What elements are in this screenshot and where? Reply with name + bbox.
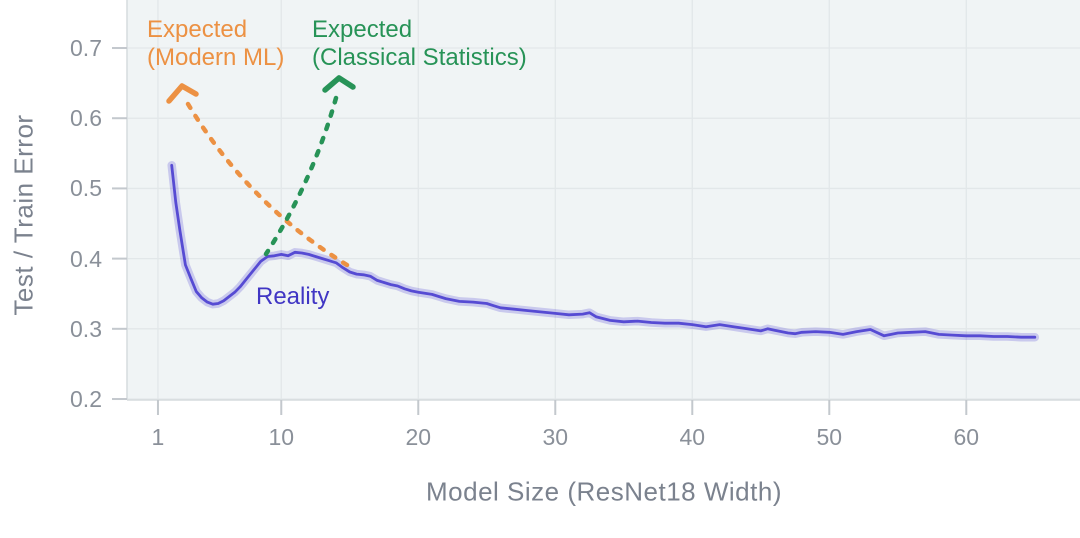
- x-tick-label: 40: [679, 424, 706, 450]
- y-tick-label: 0.5: [70, 175, 102, 202]
- y-tick-label: 0.2: [70, 386, 102, 413]
- y-tick-label: 0.6: [70, 105, 102, 132]
- plot-area: [127, 0, 1080, 400]
- y-tick-label: 0.3: [70, 315, 102, 342]
- x-tick-label: 1: [151, 424, 165, 450]
- x-tick-label: 60: [953, 424, 980, 450]
- reality-label: Reality: [256, 283, 330, 310]
- expected-classical-line2: (Classical Statistics): [312, 44, 527, 71]
- expected-modern-ml-line1: Expected: [147, 16, 248, 43]
- x-axis-title: Model Size (ResNet18 Width): [426, 476, 782, 507]
- y-tick-label: 0.4: [70, 245, 102, 272]
- x-tick-label: 30: [542, 424, 569, 450]
- expected-modern-ml-label: Expected (Modern ML): [147, 16, 284, 72]
- reality-line: [170, 163, 1037, 339]
- expected-modern-ml-line2: (Modern ML): [147, 44, 285, 71]
- x-tick-label: 20: [405, 424, 432, 450]
- y-tick-label: 0.7: [70, 35, 102, 62]
- classical-statistics-arrow-dashes: [263, 95, 339, 257]
- x-tick-label: 10: [268, 424, 295, 450]
- modern-ml-arrow-dashes: [185, 101, 355, 271]
- expected-classical-line1: Expected: [312, 16, 413, 43]
- x-tick-label: 50: [816, 424, 843, 450]
- y-axis-title: Test / Train Error: [8, 114, 39, 316]
- expected-classical-statistics-label: Expected (Classical Statistics): [312, 16, 527, 72]
- classical-statistics-arrow-head-icon: [322, 75, 356, 93]
- modern-ml-arrow-head-icon: [166, 83, 199, 104]
